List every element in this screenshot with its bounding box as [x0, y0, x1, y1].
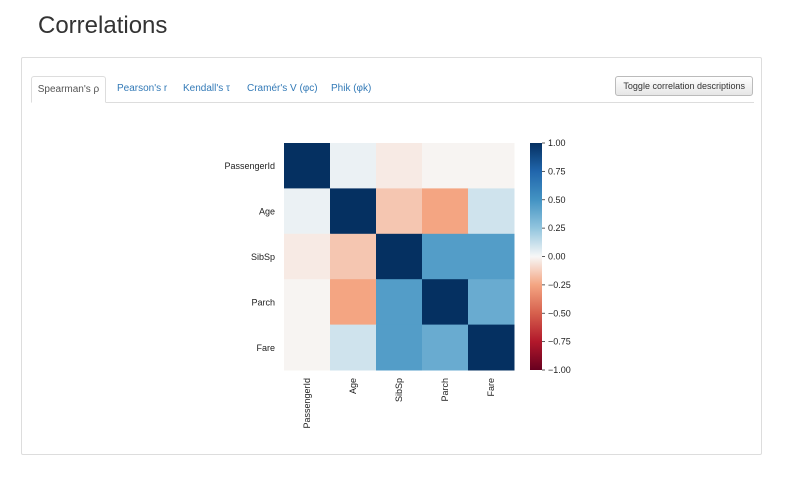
heatmap-column-label: Age: [348, 378, 358, 394]
heatmap-cell: [422, 188, 469, 235]
heatmap-column-label: PassengerId: [302, 378, 312, 429]
heatmap-row-label: Parch: [251, 297, 275, 307]
heatmap-cell: [468, 143, 515, 189]
heatmap-cell: [284, 324, 331, 371]
colorbar-ticks: 1.00 0.75 0.50 0.25 0.00 −0.25 −0.50 −0.75 −1.00: [542, 138, 571, 375]
tab-pearson[interactable]: Pearson's r: [117, 83, 168, 94]
heatmap-row-label: Age: [259, 207, 275, 217]
heatmap-cell: [330, 279, 377, 326]
heatmap-row-label: Fare: [256, 343, 275, 353]
colorbar-tick-label: −0.50: [548, 308, 571, 318]
heatmap-row-labels: PassengerId Age SibSp Parch Fare: [224, 161, 275, 353]
heatmap-cell: [330, 143, 377, 189]
heatmap-cell: [468, 324, 515, 371]
colorbar-tick-label: 0.00: [548, 252, 566, 262]
heatmap-cell: [284, 143, 331, 189]
heatmap-cell: [376, 143, 423, 189]
colorbar-tick-label: 0.25: [548, 223, 566, 233]
correlation-tabs: Spearman's ρ Pearson's r Kendall's τ Cra…: [31, 76, 754, 103]
heatmap-cell: [376, 188, 423, 235]
heatmap-cell: [422, 279, 469, 326]
correlations-panel: Spearman's ρ Pearson's r Kendall's τ Cra…: [21, 57, 762, 455]
heatmap-cell: [284, 279, 331, 326]
heatmap-cell: [284, 188, 331, 235]
heatmap-cell: [468, 188, 515, 235]
colorbar-tick-label: 1.00: [548, 138, 566, 148]
toggle-descriptions-button[interactable]: Toggle correlation descriptions: [615, 76, 753, 96]
page-title: Correlations: [38, 12, 168, 39]
heatmap-cell: [284, 233, 331, 280]
heatmap-cell: [330, 188, 377, 235]
heatmap-cell: [422, 233, 469, 280]
tab-phik[interactable]: Phik (φk): [331, 83, 372, 94]
heatmap-column-label: Parch: [440, 378, 450, 402]
heatmap-row-label: SibSp: [251, 252, 275, 262]
colorbar-tick-label: 0.50: [548, 195, 566, 205]
heatmap-column-label: Fare: [486, 378, 496, 397]
heatmap-cell: [468, 279, 515, 326]
heatmap-cell: [330, 233, 377, 280]
colorbar-tick-label: −0.25: [548, 280, 571, 290]
colorbar-tick-label: −0.75: [548, 337, 571, 347]
heatmap-cell: [376, 233, 423, 280]
heatmap-cells: [284, 143, 515, 371]
heatmap-cell: [422, 143, 469, 189]
colorbar: [530, 143, 542, 370]
tab-cramers-v[interactable]: Cramér's V (φc): [247, 83, 318, 94]
heatmap-cell: [376, 279, 423, 326]
heatmap-column-labels: PassengerId Age SibSp Parch Fare: [302, 378, 496, 429]
heatmap-cell: [422, 324, 469, 371]
tab-spearman[interactable]: Spearman's ρ: [31, 76, 106, 103]
colorbar-tick-label: 0.75: [548, 166, 566, 176]
heatmap-cell: [376, 324, 423, 371]
heatmap-cell: [330, 324, 377, 371]
tab-kendall[interactable]: Kendall's τ: [183, 83, 230, 94]
colorbar-tick-label: −1.00: [548, 365, 571, 375]
heatmap-column-label: SibSp: [394, 378, 404, 402]
heatmap-cell: [468, 233, 515, 280]
heatmap-row-label: PassengerId: [224, 161, 275, 171]
